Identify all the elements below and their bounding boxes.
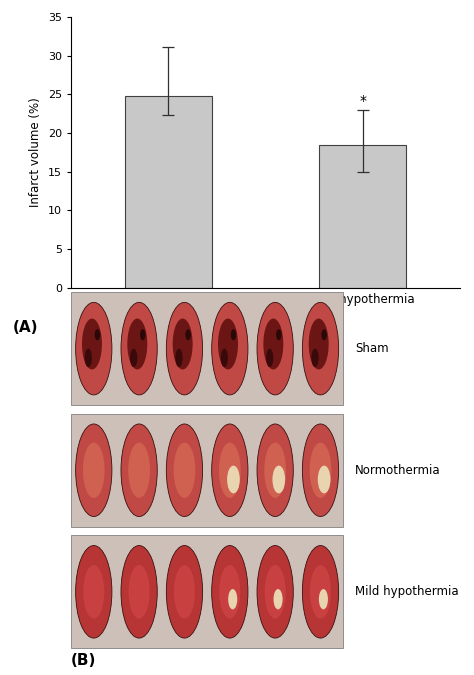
Ellipse shape [212,424,248,516]
Ellipse shape [212,545,248,638]
Ellipse shape [212,302,248,395]
Ellipse shape [175,349,182,367]
Text: Sham: Sham [355,342,389,355]
Ellipse shape [83,443,105,498]
Ellipse shape [319,589,328,610]
Ellipse shape [302,302,338,395]
Ellipse shape [227,466,240,493]
Ellipse shape [310,565,331,619]
Ellipse shape [173,443,195,498]
Y-axis label: Infarct volume (%): Infarct volume (%) [29,97,42,207]
Ellipse shape [166,424,202,516]
FancyBboxPatch shape [71,414,343,526]
Ellipse shape [257,302,293,395]
Ellipse shape [85,349,92,367]
Ellipse shape [83,565,104,619]
Bar [125,96,212,288]
Text: Mild hypothermia: Mild hypothermia [355,585,458,598]
Ellipse shape [140,329,146,340]
Ellipse shape [128,443,150,498]
FancyBboxPatch shape [71,535,343,648]
Ellipse shape [121,302,157,395]
Ellipse shape [264,443,286,498]
Ellipse shape [219,565,240,619]
Ellipse shape [309,319,328,369]
Ellipse shape [318,466,330,493]
Ellipse shape [218,319,238,369]
Ellipse shape [264,565,286,619]
Text: Normothermia: Normothermia [355,464,440,477]
Ellipse shape [174,565,195,619]
Ellipse shape [264,319,283,369]
Ellipse shape [185,329,191,340]
Ellipse shape [82,319,102,369]
Ellipse shape [76,545,112,638]
Ellipse shape [310,443,331,498]
Ellipse shape [76,424,112,516]
Ellipse shape [76,302,112,395]
Ellipse shape [95,329,100,340]
Ellipse shape [266,349,273,367]
Ellipse shape [219,443,241,498]
Ellipse shape [302,424,338,516]
Ellipse shape [228,589,237,610]
Text: (A): (A) [13,321,38,335]
FancyBboxPatch shape [71,292,343,405]
Ellipse shape [221,349,228,367]
Ellipse shape [257,424,293,516]
Ellipse shape [231,329,236,340]
Ellipse shape [321,329,327,340]
Text: (B): (B) [71,653,97,668]
Ellipse shape [166,545,202,638]
Ellipse shape [257,545,293,638]
Ellipse shape [276,329,282,340]
Ellipse shape [166,302,202,395]
Text: *: * [359,95,366,108]
Ellipse shape [311,349,319,367]
Ellipse shape [128,565,150,619]
Ellipse shape [302,545,338,638]
Ellipse shape [128,319,147,369]
Bar [319,144,406,288]
Ellipse shape [121,545,157,638]
Ellipse shape [130,349,137,367]
Ellipse shape [273,589,283,610]
Ellipse shape [173,319,192,369]
Ellipse shape [121,424,157,516]
Ellipse shape [273,466,285,493]
